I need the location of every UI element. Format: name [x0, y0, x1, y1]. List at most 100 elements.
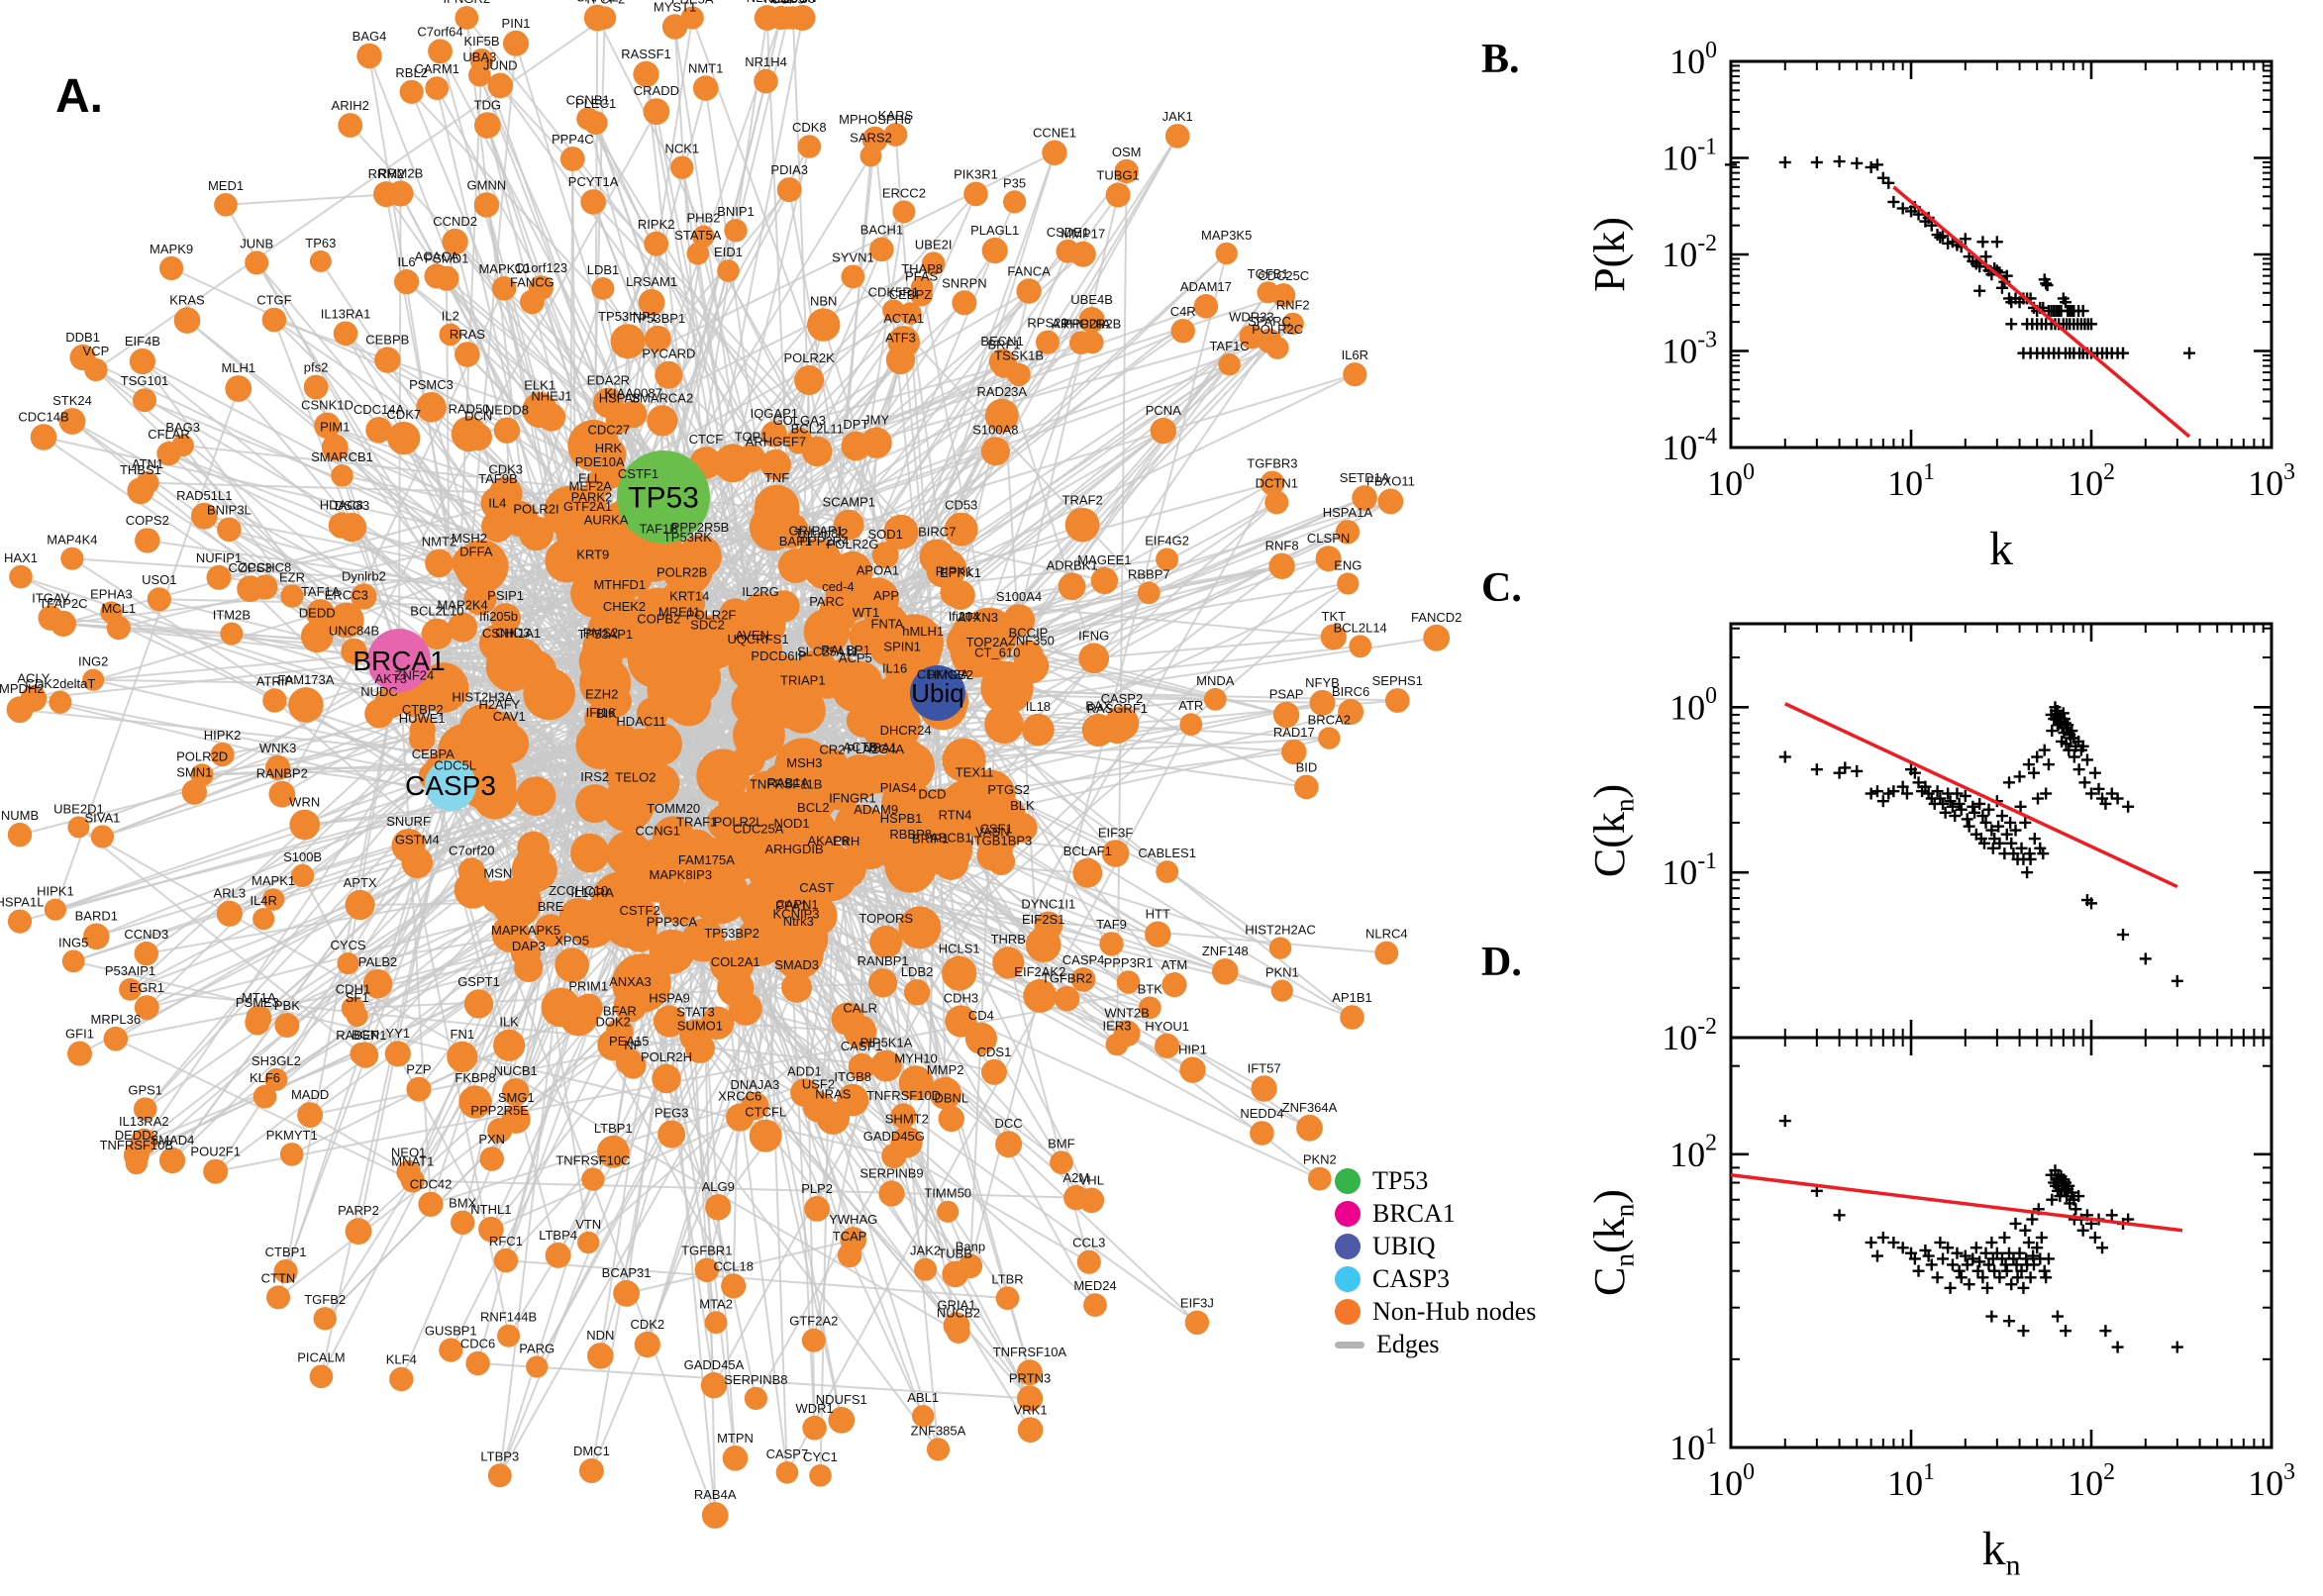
network-node-label: KIAA0087	[604, 385, 662, 400]
network-node	[1260, 470, 1285, 496]
network-node-label: POLR2L	[714, 814, 763, 829]
network-node-label: RNF2	[1276, 298, 1310, 313]
network-node-label: IL4R	[250, 893, 276, 908]
network-node	[1105, 1033, 1129, 1056]
network-node-label: APTX	[344, 875, 377, 890]
network-node	[1315, 546, 1342, 572]
network-node	[1384, 688, 1410, 713]
network-node-label: CDKN2A	[917, 666, 969, 681]
network-node	[729, 992, 762, 1026]
axis-label: C(kn​)	[1585, 784, 1640, 877]
hub-label-tp53: TP53	[628, 482, 699, 515]
network-node-label: PZP	[406, 1062, 431, 1077]
network-node	[7, 822, 33, 848]
network-node-label: IER3	[1103, 1019, 1132, 1034]
network-node	[637, 697, 669, 730]
network-node-label: BAG4	[353, 29, 387, 44]
network-node	[1212, 958, 1239, 985]
network-node	[328, 512, 354, 539]
tick-label: 103	[2248, 1459, 2295, 1503]
network-node	[581, 1167, 605, 1191]
network-node	[597, 1029, 630, 1061]
network-node	[841, 431, 871, 461]
network-node	[1017, 1417, 1044, 1443]
network-node	[134, 941, 158, 966]
network-node-label: PLAGL1	[970, 223, 1019, 238]
network-node	[942, 955, 977, 991]
network-node-label: CTTN	[261, 1270, 296, 1285]
network-node-label: CDK3	[488, 462, 523, 477]
network-node-label: MADD	[291, 1087, 329, 1102]
network-node-label: CAST	[799, 880, 834, 895]
network-node	[882, 299, 905, 322]
network-node-label: PALB2	[358, 954, 398, 969]
network-node-label: PSMC3	[409, 377, 454, 392]
network-node	[469, 49, 494, 72]
network-node-label: HSPA1A	[1323, 505, 1373, 520]
panel-c-label: C.	[1481, 565, 1522, 611]
network-node-label: POLR2H	[641, 1049, 692, 1064]
network-node-label: CT_610	[974, 646, 1020, 660]
network-node	[502, 500, 539, 538]
network-node-label: DYNC1I1	[1021, 897, 1075, 912]
network-node-label: DCN	[464, 409, 492, 424]
network-node-label: EZR	[279, 569, 305, 584]
network-node-label: PYCARD	[642, 347, 695, 361]
network-node	[796, 538, 837, 578]
network-node-label: BLK	[1010, 798, 1035, 813]
network-node-label: SOD1	[867, 527, 902, 542]
network-node-label: MAP3K5	[1201, 228, 1252, 243]
network-node	[159, 255, 184, 280]
network-edge	[130, 918, 264, 991]
network-node-label: PARK2	[571, 490, 613, 505]
network-node-label: PARC	[809, 594, 844, 609]
network-node	[570, 568, 620, 618]
network-node-label: MPHOSPH6	[839, 112, 911, 127]
network-node-label: MTA2	[699, 1296, 733, 1311]
network-node	[638, 605, 681, 648]
network-node-label: FNTA	[871, 617, 904, 632]
network-node-label: RAD17	[1273, 725, 1315, 740]
network-node	[883, 741, 936, 793]
network-node	[794, 365, 825, 395]
network-node	[133, 1097, 157, 1121]
network-node-label: NRAS	[815, 1087, 851, 1102]
network-node	[580, 189, 606, 215]
network-node-label: MED1	[208, 178, 244, 193]
network-node-label: CAV1	[493, 709, 526, 724]
network-node	[134, 995, 159, 1021]
network-node	[747, 844, 796, 894]
network-node-label: PPP2R2B	[1063, 316, 1122, 331]
network-node-label: VRK1	[1014, 1403, 1048, 1418]
network-node-label: TRAF2	[1062, 493, 1103, 508]
network-node	[82, 668, 105, 691]
network-edge	[62, 341, 1093, 625]
network-node	[1374, 941, 1399, 965]
network-node-label: TNFRSF10C	[556, 1152, 630, 1167]
network-node	[1352, 485, 1377, 511]
network-node	[67, 816, 90, 839]
network-node-label: BECN1	[980, 334, 1023, 349]
network-node	[1170, 319, 1195, 344]
network-node-label: COL2A1	[711, 954, 760, 969]
network-node	[678, 535, 722, 578]
network-node-label: SMAD4	[151, 1133, 195, 1147]
network-node	[762, 673, 818, 729]
network-node-label: PARG	[519, 1341, 555, 1355]
network-node	[790, 1078, 819, 1107]
network-node-label: FANCG	[510, 275, 555, 290]
network-node	[890, 1126, 923, 1158]
network-node	[890, 1103, 917, 1130]
network-node	[645, 325, 671, 352]
network-node-label: IL16	[882, 661, 907, 676]
network-node	[406, 1076, 432, 1102]
network-node-label: NUFIP1	[196, 550, 242, 565]
network-node-label: VTN	[575, 1217, 601, 1232]
legend-item-tp53: TP53	[1335, 1166, 1536, 1195]
network-node-label: JUND	[483, 58, 518, 73]
network-node-label: KRAS	[169, 292, 205, 307]
network-node-label: PSIP1	[487, 588, 524, 603]
network-node-label: CTGF	[256, 293, 291, 308]
network-node-label: COPS2	[126, 513, 169, 528]
network-node-label: IFNGR2	[443, 0, 490, 6]
